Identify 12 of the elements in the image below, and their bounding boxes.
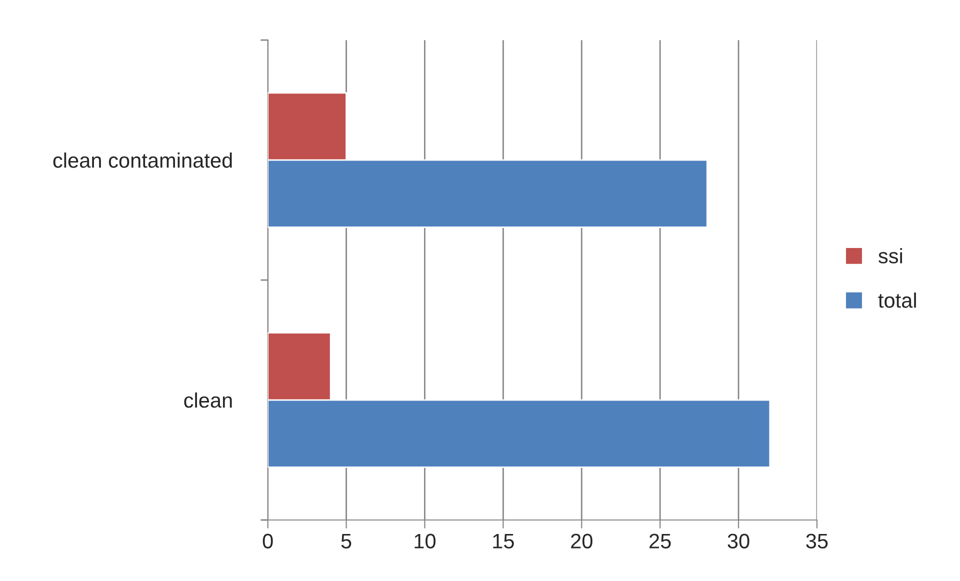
legend-label: ssi — [878, 248, 902, 264]
x-tick-label: 0 — [262, 534, 273, 548]
legend-label: total — [878, 292, 916, 308]
y-tick-label: clean contaminated — [53, 152, 232, 168]
x-tick-label: 20 — [571, 534, 592, 548]
x-tick-label: 25 — [650, 534, 671, 548]
y-tick-label: clean — [184, 392, 232, 408]
x-tick-label: 5 — [341, 534, 352, 548]
x-tick-label: 35 — [806, 534, 828, 548]
x-tick-label: 10 — [414, 534, 436, 548]
x-tick-label: 30 — [728, 534, 750, 548]
x-tick-label: 15 — [493, 534, 514, 548]
